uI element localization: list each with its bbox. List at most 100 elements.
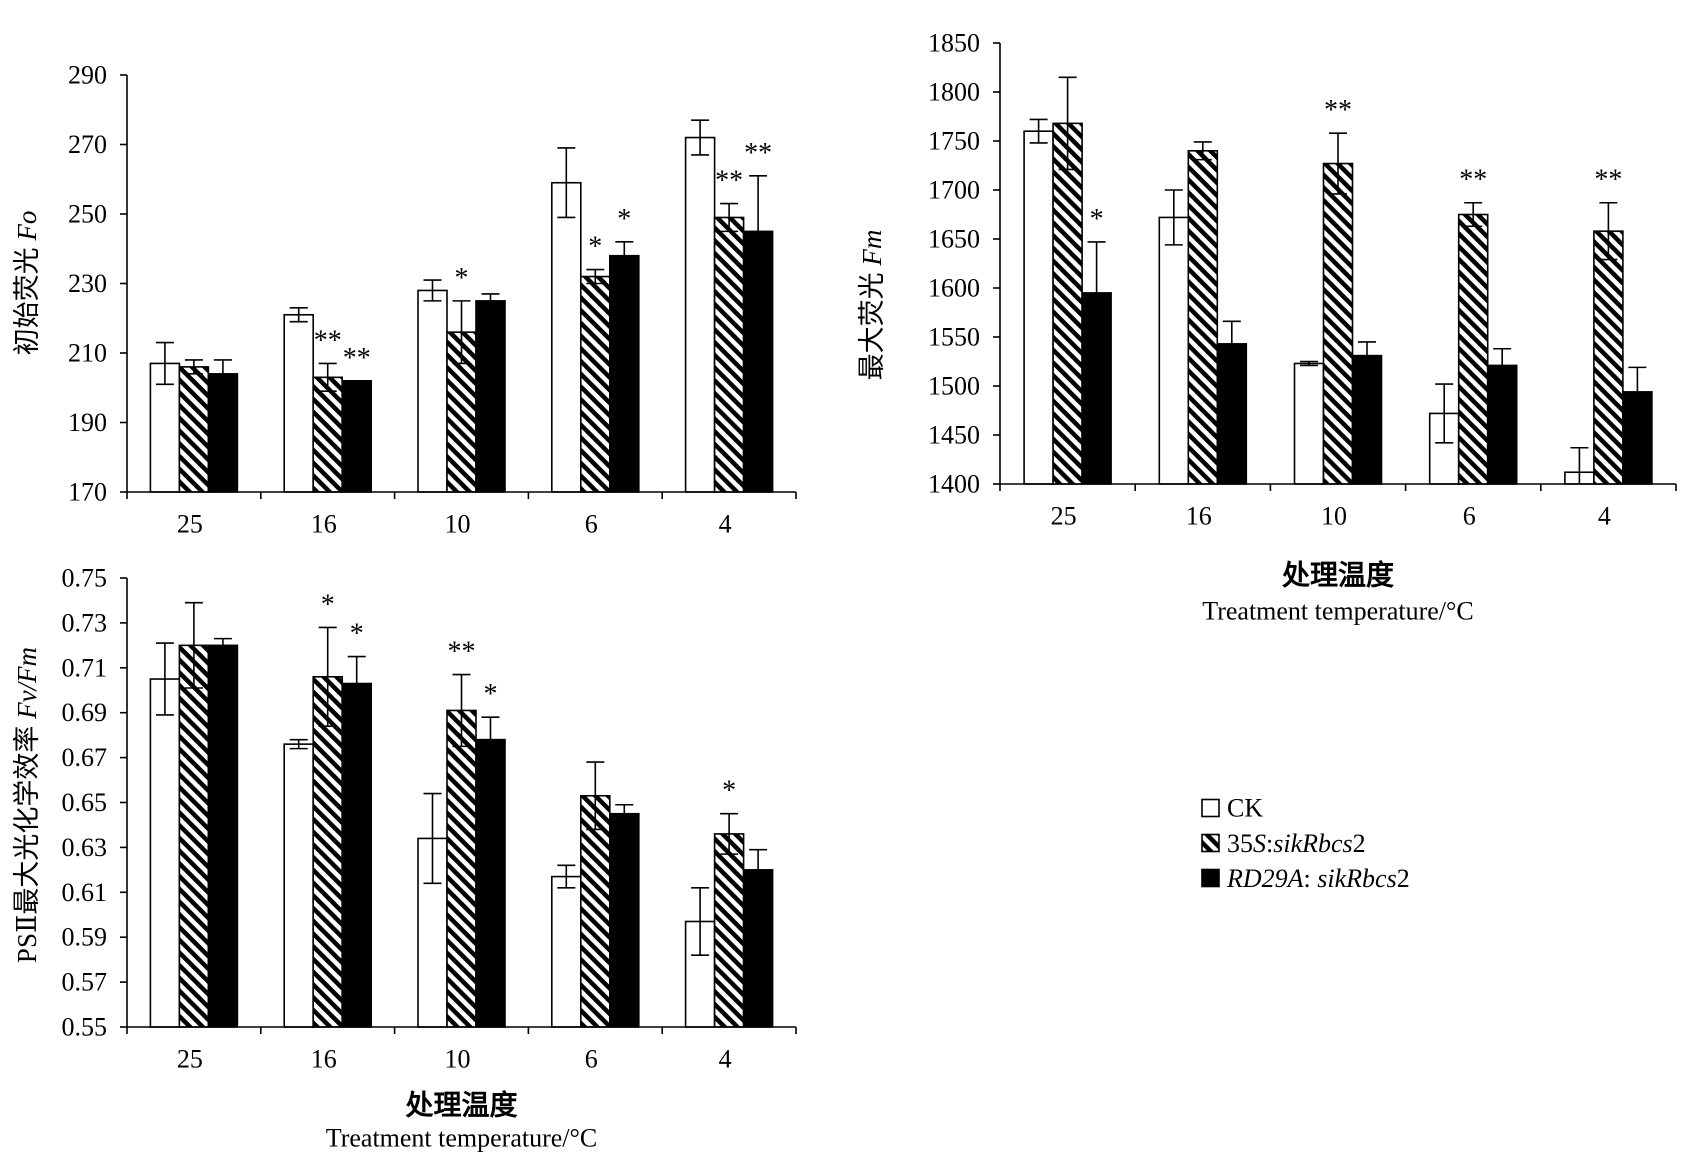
significance-mark: **: [1324, 95, 1352, 126]
error-bar: [557, 147, 576, 219]
error-bar: [347, 655, 366, 712]
y-tick-label: 230: [68, 269, 107, 298]
error-bar: [1329, 132, 1347, 195]
x-tick-label: 10: [445, 510, 471, 539]
error-bar: [318, 626, 337, 727]
x-axis-label: 处理温度: [1281, 560, 1394, 592]
y-axis-label: 最大荧光 Fm: [857, 230, 887, 381]
bar-35s-25: [1052, 122, 1083, 485]
error-bar: [1570, 446, 1589, 484]
y-tick-label: 1550: [928, 323, 980, 352]
error-bar: [155, 341, 174, 386]
significance-mark: *: [321, 589, 335, 620]
bar-35s-10: [1322, 162, 1354, 485]
bar-35s-4: [713, 216, 745, 493]
significance-mark: *: [617, 204, 631, 235]
legend: CK 35S:sikRbcs2 RD29A: sikRbcs2: [1201, 794, 1410, 893]
bar-rd29a-6: [1486, 364, 1518, 485]
bar-rd29a-4: [742, 869, 774, 1028]
error-bar: [1358, 341, 1376, 371]
bar-ck-4: [684, 136, 716, 493]
error-bar: [1222, 320, 1241, 368]
bar-ck-16: [1158, 216, 1190, 485]
x-axis-label: 处理温度: [404, 1090, 517, 1122]
bar-rd29a-16: [341, 682, 373, 1028]
bar-ck-6: [550, 181, 582, 493]
legend-label: RD29A: sikRbcs2: [1226, 864, 1410, 893]
bar-rd29a-16: [341, 379, 373, 493]
x-tick-label: 6: [585, 1045, 598, 1074]
legend-swatch: [1201, 798, 1220, 818]
y-tick-label: 0.69: [62, 698, 108, 727]
bar-ck-10: [1293, 362, 1325, 485]
bar-35s-25: [178, 644, 210, 1028]
y-tick-label: 170: [68, 478, 107, 507]
bar-ck-10: [417, 289, 448, 493]
legend-swatch: [1201, 833, 1220, 853]
error-bar: [1029, 118, 1048, 144]
y-tick-label: 1650: [928, 225, 980, 254]
x-tick-label: 10: [445, 1045, 471, 1074]
significance-mark: **: [1459, 165, 1487, 196]
error-bar: [1435, 383, 1454, 444]
error-bar: [289, 738, 308, 750]
significance-mark: *: [588, 232, 602, 263]
error-bar: [1193, 141, 1212, 161]
fvfm-chart: ******0.550.570.590.610.630.650.670.690.…: [12, 564, 797, 1153]
x-tick-label: 25: [177, 1045, 203, 1074]
significance-mark: *: [1090, 204, 1104, 235]
error-bar: [452, 673, 471, 748]
error-bar: [1087, 241, 1106, 345]
y-tick-label: 0.59: [62, 923, 108, 952]
y-tick-label: 0.71: [62, 653, 108, 682]
y-tick-label: 250: [68, 200, 107, 229]
y-tick-label: 190: [68, 408, 107, 437]
significance-mark: *: [484, 679, 498, 710]
significance-mark: **: [744, 138, 772, 169]
error-bar: [452, 300, 471, 365]
legend-item-rd29a: RD29A: sikRbcs2: [1201, 864, 1410, 893]
y-tick-label: 1450: [928, 421, 980, 450]
legend-label: CK: [1227, 794, 1263, 823]
error-bar: [155, 642, 174, 716]
error-bar: [184, 359, 203, 375]
x-tick-label: 6: [1463, 502, 1476, 531]
y-tick-label: 270: [68, 130, 107, 159]
y-tick-label: 0.57: [62, 968, 108, 997]
x-tick-label: 4: [719, 1045, 732, 1074]
y-tick-label: 1750: [928, 127, 980, 156]
bar-rd29a-25: [207, 644, 239, 1028]
x-axis-label-english: Treatment temperature/°C: [326, 1124, 598, 1153]
significance-mark: *: [350, 619, 364, 650]
y-tick-label: 0.55: [62, 1013, 108, 1042]
bar-rd29a-6: [608, 812, 640, 1028]
significance-mark: **: [314, 325, 342, 356]
y-tick-label: 1850: [928, 29, 980, 58]
x-tick-label: 6: [585, 510, 598, 539]
significance-mark: **: [448, 637, 476, 668]
bar-35s-6: [579, 794, 611, 1028]
x-tick-label: 25: [1051, 502, 1077, 531]
x-tick-label: 4: [719, 510, 732, 539]
error-bar: [1464, 201, 1483, 228]
y-tick-label: 0.63: [62, 833, 108, 862]
y-tick-label: 0.65: [62, 788, 108, 817]
error-bar: [1300, 360, 1318, 367]
y-tick-label: 0.61: [62, 878, 108, 907]
bar-ck-16: [283, 743, 315, 1028]
x-tick-label: 25: [177, 510, 203, 539]
legend-item-35s: 35S:sikRbcs2: [1201, 829, 1366, 858]
significance-mark: *: [455, 263, 469, 294]
y-tick-label: 1800: [928, 78, 980, 107]
error-bar: [586, 761, 605, 831]
error-bar: [749, 848, 768, 891]
y-tick-label: 1700: [928, 176, 980, 205]
bar-35s-16: [312, 675, 344, 1028]
legend-label: 35S:sikRbcs2: [1227, 829, 1366, 858]
bar-35s-4: [713, 833, 745, 1028]
y-tick-label: 1500: [928, 372, 980, 401]
